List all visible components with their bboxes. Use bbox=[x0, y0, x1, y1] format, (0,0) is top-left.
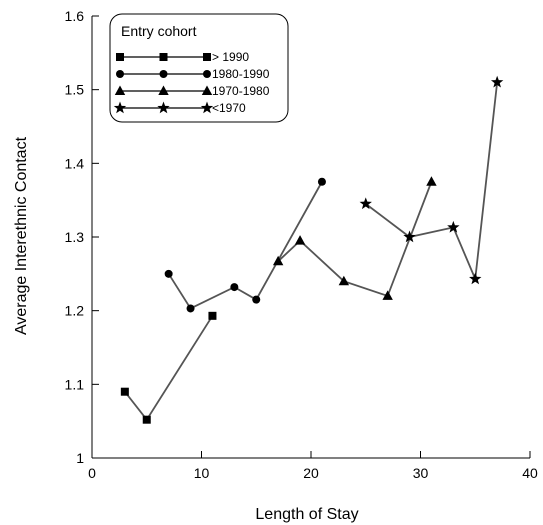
legend-label: 1970-1980 bbox=[212, 84, 270, 98]
data-point-square bbox=[120, 387, 129, 396]
series-3 bbox=[272, 176, 437, 300]
series-line bbox=[124, 315, 214, 422]
data-point-star bbox=[469, 272, 482, 285]
x-tick-label: 10 bbox=[194, 465, 210, 481]
data-point-star bbox=[359, 197, 372, 210]
x-axis-title: Length of Stay bbox=[255, 506, 358, 523]
x-tick-label: 40 bbox=[522, 465, 538, 481]
data-point-triangle bbox=[294, 235, 306, 245]
data-point-circle bbox=[164, 269, 173, 278]
legend-marker-circle bbox=[159, 70, 168, 78]
y-axis-title: Average Interethnic Contact bbox=[13, 136, 30, 335]
legend-item: <1970 bbox=[113, 101, 246, 115]
y-tick-label: 1.2 bbox=[65, 303, 85, 319]
data-point-circle bbox=[230, 283, 239, 292]
legend-marker-square bbox=[159, 53, 168, 61]
data-point-square bbox=[208, 311, 217, 320]
data-point-triangle bbox=[338, 275, 350, 286]
x-tick-label: 20 bbox=[303, 465, 319, 481]
legend-marker-circle bbox=[116, 70, 124, 78]
data-point-star bbox=[447, 220, 460, 233]
legend-marker-square bbox=[116, 53, 124, 61]
legend-marker-star bbox=[113, 101, 127, 114]
data-point-triangle bbox=[272, 255, 284, 266]
series-1 bbox=[120, 311, 217, 424]
legend-marker-square bbox=[203, 53, 211, 61]
data-point-square bbox=[142, 415, 151, 424]
series-line bbox=[167, 181, 323, 310]
legend-item: > 1990 bbox=[116, 50, 249, 64]
x-tick-label: 0 bbox=[88, 465, 96, 481]
legend-marker-star bbox=[200, 101, 214, 114]
y-tick-label: 1.3 bbox=[65, 229, 85, 245]
data-point-star bbox=[403, 230, 416, 243]
data-point-star bbox=[490, 75, 504, 88]
legend: Entry cohort > 1990 1980-1990 1970-1980 <197… bbox=[109, 13, 289, 123]
data-point-circle bbox=[317, 177, 326, 186]
data-point-triangle bbox=[426, 176, 437, 186]
x-tick-label: 30 bbox=[413, 465, 429, 481]
data-point-triangle bbox=[382, 290, 393, 300]
y-tick-label: 1.4 bbox=[65, 155, 85, 171]
data-point-circle bbox=[186, 304, 195, 313]
axes: 1 1.1 1.2 1.3 1.4 1.5 1.6 0 10 20 30 40 bbox=[65, 8, 538, 481]
legend-marker-star bbox=[157, 101, 170, 114]
y-tick-label: 1 bbox=[76, 450, 84, 466]
legend-item: 1970-1980 bbox=[114, 84, 270, 98]
legend-label: > 1990 bbox=[212, 50, 249, 64]
legend-label: 1980-1990 bbox=[212, 67, 270, 81]
data-point-circle bbox=[252, 295, 261, 304]
series-4 bbox=[359, 75, 504, 285]
legend-title: Entry cohort bbox=[121, 23, 197, 39]
legend-item: 1980-1990 bbox=[116, 67, 270, 81]
y-tick-label: 1.6 bbox=[65, 8, 85, 24]
series-2 bbox=[164, 177, 326, 313]
legend-marker-triangle bbox=[158, 85, 169, 95]
y-tick-label: 1.5 bbox=[65, 82, 85, 98]
legend-label: <1970 bbox=[212, 101, 246, 115]
series-group bbox=[120, 75, 504, 424]
legend-marker-triangle bbox=[114, 85, 126, 95]
legend-box bbox=[109, 13, 289, 123]
y-tick-label: 1.1 bbox=[65, 376, 85, 392]
legend-marker-triangle bbox=[201, 85, 213, 95]
legend-marker-circle bbox=[203, 70, 211, 78]
